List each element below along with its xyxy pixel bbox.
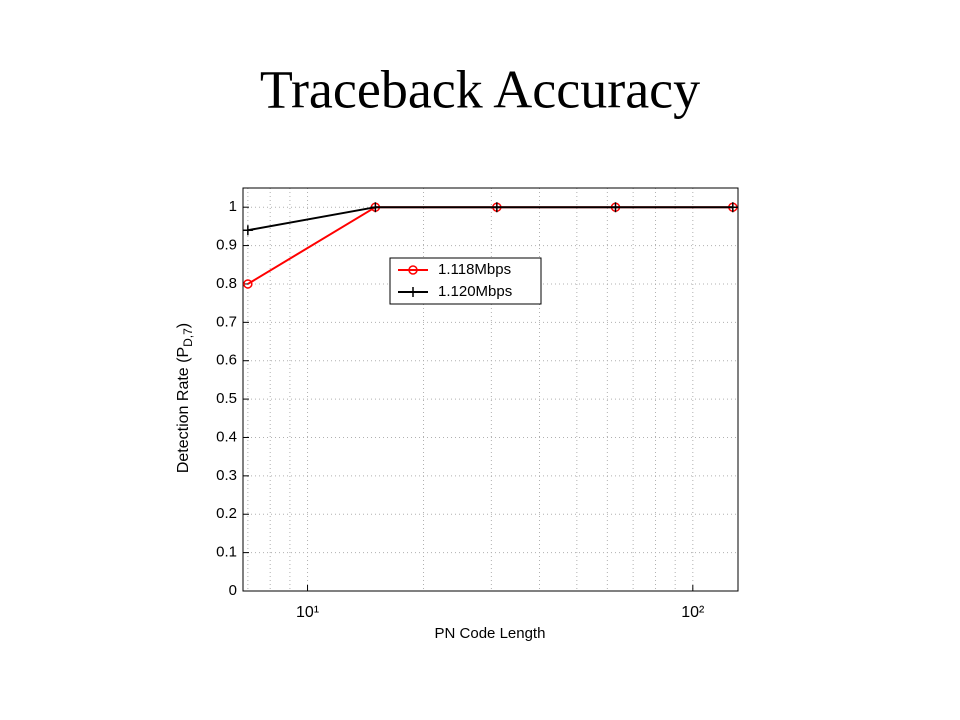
y-axis-label-sub: D,7: [181, 328, 195, 347]
marker: [243, 279, 253, 289]
x-tick-label: 10¹: [296, 604, 319, 621]
y-tick-label: 0.9: [216, 237, 237, 254]
legend-marker: [408, 265, 418, 275]
y-tick-label: 1: [229, 198, 237, 215]
x-axis-label: PN Code Length: [435, 625, 546, 642]
y-tick-label: 0.8: [216, 275, 237, 292]
legend-label: 1.120Mbps: [438, 283, 512, 300]
y-tick-label: 0: [229, 582, 237, 599]
marker: [610, 202, 621, 213]
marker: [491, 202, 502, 213]
y-tick-label: 0.1: [216, 544, 237, 561]
y-tick-label: 0.4: [216, 428, 237, 445]
y-axis-label-main: Detection Rate (P: [175, 347, 192, 473]
plot-area: [243, 188, 738, 591]
y-tick-label: 0.2: [216, 505, 237, 522]
legend-label: 1.118Mbps: [438, 261, 511, 278]
y-tick-label: 0.7: [216, 313, 237, 330]
marker: [727, 202, 738, 213]
y-tick-label: 0.6: [216, 352, 237, 369]
legend-box: [389, 257, 542, 305]
y-axis-label: Detection Rate (PD,7): [175, 323, 195, 473]
chart-title: Traceback Accuracy: [260, 59, 700, 119]
y-axis-label-end: ): [175, 323, 192, 328]
x-tick-label: 10²: [681, 604, 705, 621]
legend-marker: [408, 287, 418, 297]
y-tick-label: 0.5: [216, 390, 237, 407]
y-tick-label: 0.3: [216, 467, 237, 484]
marker: [242, 225, 253, 236]
marker: [370, 202, 381, 213]
plot-frame: [242, 187, 739, 592]
